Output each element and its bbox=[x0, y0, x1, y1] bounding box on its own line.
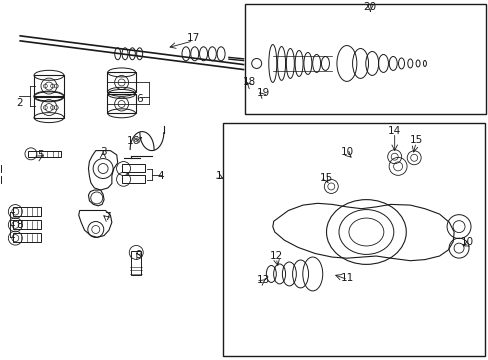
Text: 3: 3 bbox=[100, 147, 106, 157]
Text: 20: 20 bbox=[363, 2, 376, 12]
Text: 18: 18 bbox=[242, 77, 256, 87]
Text: 1: 1 bbox=[215, 171, 222, 181]
Text: 7: 7 bbox=[103, 212, 110, 222]
Bar bbox=[13, 233, 41, 242]
Text: 4: 4 bbox=[157, 171, 163, 181]
Bar bbox=[13, 220, 41, 229]
Bar bbox=[245, 4, 485, 114]
Polygon shape bbox=[88, 190, 104, 206]
Bar bbox=[27, 150, 61, 157]
Text: 15: 15 bbox=[408, 135, 422, 145]
Text: 19: 19 bbox=[256, 88, 269, 98]
Text: 17: 17 bbox=[186, 33, 200, 43]
Text: 8: 8 bbox=[16, 220, 22, 230]
Polygon shape bbox=[272, 203, 453, 261]
Text: 11: 11 bbox=[341, 273, 354, 283]
Bar bbox=[223, 123, 485, 356]
Text: 10: 10 bbox=[460, 237, 473, 247]
Text: 9: 9 bbox=[135, 249, 141, 260]
Text: 12: 12 bbox=[269, 251, 282, 261]
Bar bbox=[107, 72, 136, 92]
Text: 2: 2 bbox=[16, 98, 22, 108]
Bar bbox=[107, 94, 136, 113]
Polygon shape bbox=[88, 150, 118, 190]
Text: 15: 15 bbox=[319, 173, 332, 183]
Text: 5: 5 bbox=[37, 150, 44, 160]
Bar bbox=[122, 164, 145, 172]
Bar bbox=[34, 97, 64, 118]
Bar bbox=[13, 207, 41, 216]
Text: 10: 10 bbox=[341, 147, 354, 157]
Bar bbox=[131, 251, 141, 275]
Text: 13: 13 bbox=[256, 275, 269, 285]
Text: 14: 14 bbox=[387, 126, 401, 135]
Text: 16: 16 bbox=[126, 136, 140, 146]
Bar bbox=[34, 75, 64, 96]
Bar bbox=[122, 175, 145, 183]
Text: 6: 6 bbox=[136, 94, 142, 104]
Polygon shape bbox=[79, 211, 112, 237]
